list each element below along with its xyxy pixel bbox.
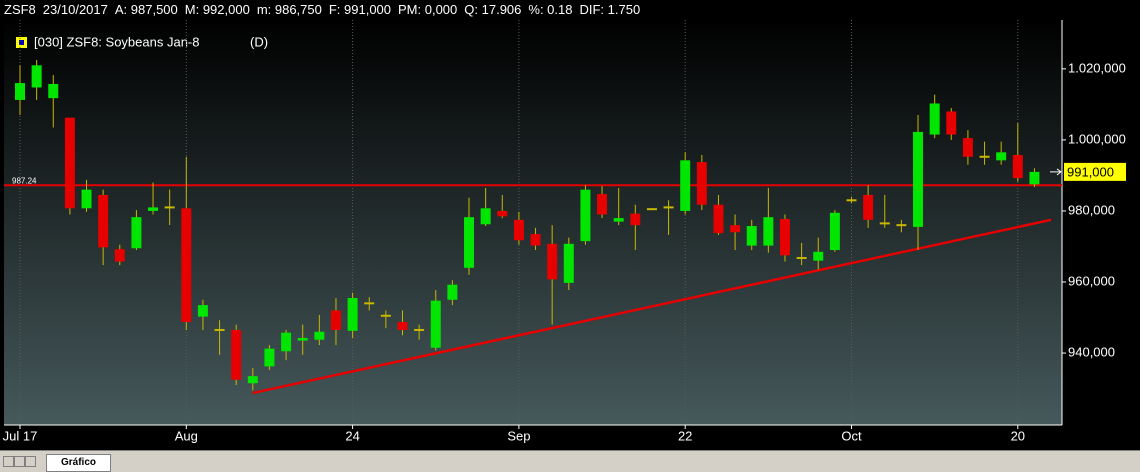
candle-body xyxy=(813,251,824,261)
candle-body xyxy=(447,284,458,300)
candle-body xyxy=(231,329,242,380)
x-tick-label: 20 xyxy=(1011,428,1025,443)
y-tick-label: 960,000 xyxy=(1068,273,1115,288)
candle-body xyxy=(630,213,641,226)
candle-body xyxy=(563,243,574,283)
plot-area xyxy=(4,20,1062,425)
sheet-tab[interactable]: Gráfico xyxy=(46,454,112,472)
scroll-next[interactable] xyxy=(25,456,36,467)
candle-body xyxy=(929,103,940,135)
info-item: DIF: 1.750 xyxy=(579,2,641,17)
x-tick-label: Oct xyxy=(841,428,862,443)
candle-body xyxy=(696,162,707,205)
last-price-label: 991,000 xyxy=(1067,164,1114,179)
candle-body xyxy=(580,189,591,242)
candle-body xyxy=(330,310,341,330)
y-axis-area xyxy=(1062,20,1140,450)
y-tick-label: 980,000 xyxy=(1068,202,1115,217)
candle-body xyxy=(962,138,973,157)
candle-body xyxy=(730,225,741,233)
candle-body xyxy=(430,300,441,348)
candle-body xyxy=(131,217,142,249)
y-tick-label: 1.020,000 xyxy=(1068,60,1126,75)
info-item: PM: 0,000 xyxy=(398,2,458,17)
scroll-first[interactable] xyxy=(3,456,14,467)
info-bar: ZSF8 23/10/2017 A: 987,500 M: 992,000 m: 986… xyxy=(0,0,1140,20)
candle-body xyxy=(464,217,475,268)
candle-body xyxy=(746,226,757,246)
candle-body xyxy=(397,321,408,330)
candle-body xyxy=(996,152,1007,161)
last-price-box xyxy=(1064,162,1126,181)
info-item: %: 0.18 xyxy=(528,2,573,17)
candle-body xyxy=(98,194,109,248)
candle-body xyxy=(763,217,774,246)
candle-body xyxy=(297,337,308,341)
scroll-prev[interactable] xyxy=(14,456,25,467)
candle-body xyxy=(114,249,125,262)
candle-body xyxy=(1029,171,1040,185)
chart: [030] ZSF8: Soybeans Jan-8 (D) Jul 17 Aug… xyxy=(0,20,1140,450)
candle-body xyxy=(863,194,874,220)
candle-body xyxy=(613,218,624,222)
candle-body xyxy=(148,207,159,211)
y-tick-label: 940,000 xyxy=(1068,344,1115,359)
x-tick-label: 24 xyxy=(345,428,359,443)
x-tick-label: Sep xyxy=(507,428,530,443)
candle-body xyxy=(680,160,691,211)
candle-body xyxy=(197,305,208,317)
x-tick-label: Aug xyxy=(175,428,198,443)
info-item: A: 987,500 xyxy=(114,2,178,17)
candle-body xyxy=(946,111,957,135)
candle-body xyxy=(64,117,75,209)
x-tick-label: 22 xyxy=(678,428,692,443)
candle-body xyxy=(15,83,25,100)
x-axis-area xyxy=(0,425,1062,450)
candle-body xyxy=(81,189,92,209)
tab-bar: Gráfico xyxy=(0,450,1140,472)
info-item: Q: 17.906 xyxy=(464,2,522,17)
candle-body xyxy=(913,131,924,227)
legend-label: [030] ZSF8: Soybeans Jan-8 xyxy=(34,34,199,49)
candle-body xyxy=(597,194,608,215)
candle-body xyxy=(181,208,192,322)
info-item: M: 992,000 xyxy=(184,2,250,17)
candle-body xyxy=(264,348,275,367)
candle-body xyxy=(713,204,724,234)
x-tick-label: Jul 17 xyxy=(3,428,38,443)
candle-body xyxy=(281,332,292,352)
y-tick-label: 1.000,000 xyxy=(1068,131,1126,146)
candle-body xyxy=(1012,155,1023,179)
info-item: F: 991,000 xyxy=(328,2,392,17)
candle-body xyxy=(347,297,358,331)
candle-body xyxy=(497,210,508,217)
candle-body xyxy=(247,376,258,384)
candle-body xyxy=(530,234,541,246)
candle-body xyxy=(48,83,59,99)
candle-body xyxy=(779,218,790,256)
candle-body xyxy=(547,243,558,280)
candle-body xyxy=(31,65,42,88)
info-item: ZSF8 xyxy=(4,2,36,17)
info-item: 23/10/2017 xyxy=(42,2,108,17)
candle-body xyxy=(314,331,325,340)
horizontal-line-label: 987.24 xyxy=(12,176,37,185)
legend-period: (D) xyxy=(250,34,268,49)
last-price-arrow-head xyxy=(1056,168,1062,176)
legend-icon-inner xyxy=(19,40,24,45)
candle-body xyxy=(513,219,524,241)
info-item: m: 986,750 xyxy=(256,2,322,17)
candle-body xyxy=(829,212,840,251)
candle-body xyxy=(480,208,491,225)
